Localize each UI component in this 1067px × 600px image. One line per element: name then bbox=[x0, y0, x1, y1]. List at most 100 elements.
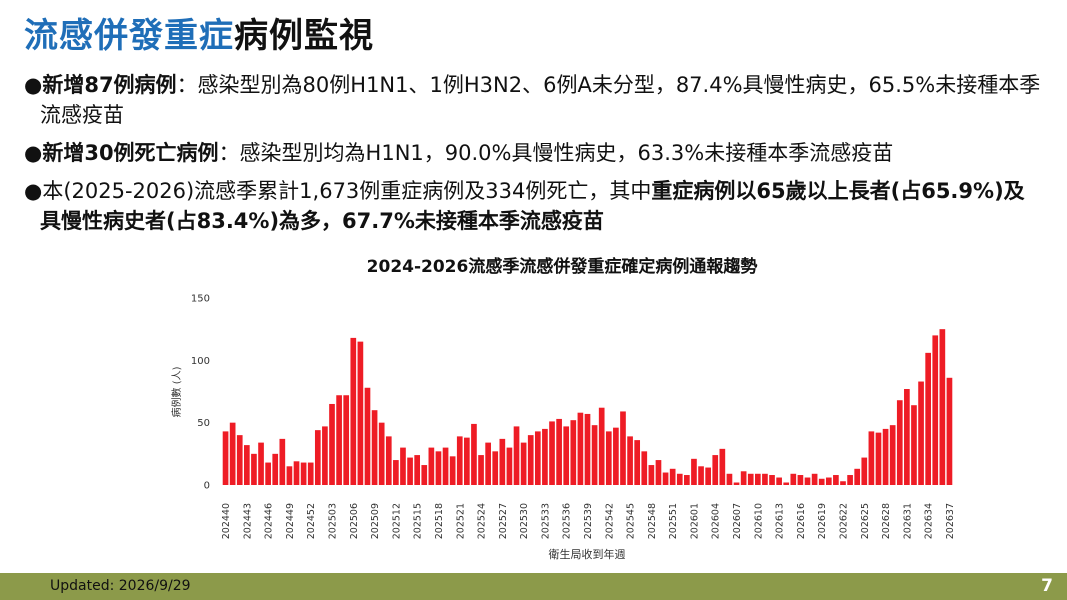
bar bbox=[804, 477, 811, 485]
bar bbox=[712, 455, 719, 485]
bullet-text: 本(2025-2026)流感季累計1,673例重症病例及334例死亡，其中 bbox=[42, 179, 652, 203]
bar bbox=[896, 400, 903, 485]
bullet-bold-text: 重症病例以65歲以上長者(占65.9%)及具慢性病史者(占83.4%)為多，67… bbox=[40, 179, 1025, 233]
bar bbox=[492, 451, 499, 485]
bar bbox=[726, 473, 733, 485]
bar bbox=[286, 466, 293, 485]
bar bbox=[307, 462, 314, 485]
bar bbox=[456, 436, 463, 485]
bar bbox=[740, 471, 747, 485]
bar bbox=[669, 468, 676, 485]
bullet: ●新增30例死亡病例：感染型別均為H1N1，90.0%具慢性病史，63.3%未接… bbox=[24, 141, 894, 165]
y-axis-title: 病例數 (人) bbox=[170, 366, 183, 417]
bar bbox=[485, 442, 491, 485]
bar bbox=[400, 447, 406, 485]
x-tick-label: 202607 bbox=[732, 503, 743, 539]
bar bbox=[279, 438, 286, 485]
x-tick-label: 202533 bbox=[540, 503, 551, 539]
x-tick-label: 202503 bbox=[328, 503, 339, 539]
bar bbox=[364, 387, 371, 485]
bar bbox=[378, 422, 385, 485]
bar bbox=[471, 423, 477, 485]
x-tick-label: 202625 bbox=[860, 503, 871, 539]
bar bbox=[925, 352, 931, 485]
x-tick-label: 202545 bbox=[626, 503, 637, 539]
bar bbox=[393, 460, 399, 485]
bar bbox=[733, 482, 740, 485]
x-tick-label: 202539 bbox=[583, 503, 594, 539]
bar bbox=[875, 432, 882, 485]
x-tick-label: 202452 bbox=[306, 503, 317, 539]
bar bbox=[464, 437, 470, 485]
x-tick-label: 202628 bbox=[881, 503, 892, 539]
bar bbox=[797, 475, 804, 485]
bar bbox=[322, 426, 328, 485]
bar bbox=[854, 468, 861, 485]
bar bbox=[407, 457, 413, 485]
bullet-bold-text: 新增30例死亡病例 bbox=[42, 141, 219, 165]
x-tick-label: 202610 bbox=[753, 503, 764, 539]
bullet-text: ：感染型別均為H1N1，90.0%具慢性病史，63.3%未接種本季流感疫苗 bbox=[218, 141, 894, 165]
bar bbox=[840, 481, 846, 485]
bar bbox=[442, 447, 449, 485]
bullet: ●本(2025-2026)流感季累計1,673例重症病例及334例死亡，其中重症… bbox=[24, 179, 1025, 233]
bar bbox=[825, 477, 832, 485]
bar bbox=[861, 457, 868, 485]
x-tick-label: 202521 bbox=[455, 503, 466, 539]
bar bbox=[868, 431, 875, 485]
bar bbox=[811, 473, 818, 485]
x-tick-label: 202622 bbox=[838, 503, 849, 539]
bar bbox=[684, 475, 690, 485]
bar bbox=[236, 435, 243, 485]
bar bbox=[251, 453, 257, 485]
bar bbox=[336, 395, 342, 485]
bar bbox=[591, 425, 598, 485]
bar bbox=[357, 341, 364, 485]
x-tick-label: 202604 bbox=[711, 503, 722, 539]
bar bbox=[542, 428, 548, 485]
bar bbox=[691, 458, 697, 485]
bar bbox=[634, 440, 641, 485]
y-tick-label: 150 bbox=[191, 294, 210, 305]
x-tick-label: 202527 bbox=[498, 503, 509, 539]
bar bbox=[421, 465, 428, 485]
title-highlight: 流感併發重症 bbox=[24, 16, 234, 56]
x-tick-label: 202524 bbox=[477, 503, 488, 539]
bar bbox=[918, 381, 924, 485]
bar bbox=[627, 436, 633, 485]
bar bbox=[662, 472, 669, 485]
bar bbox=[641, 451, 648, 485]
bar bbox=[889, 425, 896, 485]
bar bbox=[705, 467, 711, 485]
bar bbox=[549, 421, 555, 485]
bar bbox=[776, 477, 782, 485]
bar bbox=[229, 422, 236, 485]
x-tick-label: 202506 bbox=[349, 503, 360, 539]
bar bbox=[513, 426, 520, 485]
bar bbox=[527, 435, 534, 485]
x-tick-label: 202530 bbox=[519, 503, 530, 539]
bar bbox=[577, 412, 584, 485]
bar bbox=[818, 478, 825, 485]
x-tick-label: 202536 bbox=[562, 503, 573, 539]
bar bbox=[222, 431, 229, 485]
bar bbox=[613, 427, 619, 485]
x-tick-label: 202509 bbox=[370, 503, 381, 539]
x-tick-label: 202551 bbox=[668, 503, 679, 539]
x-tick-label: 202515 bbox=[413, 503, 424, 539]
bar bbox=[882, 428, 889, 485]
bar bbox=[719, 448, 726, 485]
x-tick-label: 202548 bbox=[647, 503, 658, 539]
bar bbox=[520, 442, 527, 485]
bar bbox=[911, 405, 917, 485]
chart-title: 2024-2026流感季流感併發重症確定病例通報趨勢 bbox=[367, 256, 758, 277]
x-tick-label: 202634 bbox=[924, 503, 935, 539]
x-tick-label: 202440 bbox=[221, 503, 232, 539]
bar bbox=[698, 466, 704, 485]
chart: 2024-2026流感季流感併發重症確定病例通報趨勢 病例數 (人) 衛生局收到… bbox=[170, 256, 956, 561]
x-axis-title: 衛生局收到年週 bbox=[549, 547, 626, 561]
bar bbox=[272, 453, 279, 485]
bar bbox=[563, 426, 570, 485]
bar bbox=[556, 418, 562, 485]
